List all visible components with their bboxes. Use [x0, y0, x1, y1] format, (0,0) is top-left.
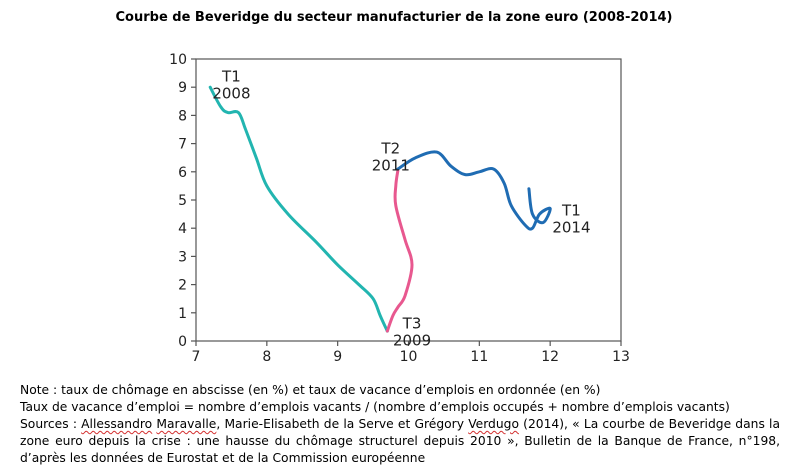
note-axes: Note : taux de chômage en abscisse (en %… [20, 383, 601, 397]
y-tick-label: 2 [178, 278, 187, 294]
y-tick-label: 10 [169, 52, 187, 68]
x-tick-label: 10 [400, 349, 418, 365]
y-tick-label: 9 [178, 80, 187, 96]
annotation-quarter: T1 [561, 202, 581, 220]
annotation-quarter: T2 [380, 139, 400, 157]
author-last-name-2: Verdugo [468, 417, 519, 431]
note-sources: Sources : Allessandro Maravalle, Marie-E… [20, 416, 780, 467]
chart-notes: Note : taux de chômage en abscisse (en %… [20, 382, 780, 467]
x-tick-label: 9 [333, 349, 342, 365]
y-tick-label: 3 [178, 249, 187, 265]
annotation-year: 2011 [372, 156, 410, 174]
annotation-label: T3 2009 [393, 314, 431, 349]
author-last-name: Maravalle [156, 417, 217, 431]
annotation-label: T2 2011 [372, 139, 410, 174]
annotation-quarter: T1 [221, 68, 241, 86]
sources-prefix: Sources : [20, 417, 82, 431]
annotation-year: 2008 [212, 85, 250, 103]
sources-text: (2014), « La courbe de Beveridge dans la… [20, 417, 780, 465]
y-tick-label: 5 [178, 193, 187, 209]
y-tick-label: 4 [178, 221, 187, 237]
x-tick-label: 7 [192, 349, 201, 365]
x-tick-label: 13 [612, 349, 630, 365]
annotation-label: T1 2008 [212, 68, 250, 103]
annotation-year: 2014 [552, 219, 590, 237]
annotation-quarter: T3 [402, 314, 422, 332]
series-line-2 [385, 168, 414, 333]
y-tick-label: 0 [178, 334, 187, 350]
series-line-3 [396, 150, 552, 231]
annotation-label: T1 2014 [552, 202, 590, 237]
y-tick-label: 1 [178, 306, 187, 322]
x-tick-label: 12 [541, 349, 559, 365]
y-tick-label: 7 [178, 137, 187, 153]
chart-title: Courbe de Beveridge du secteur manufactu… [115, 10, 673, 25]
note-definition: Taux de vacance d’emploi = nombre d’empl… [20, 400, 730, 414]
x-tick-label: 8 [262, 349, 271, 365]
author-first-name: Allessandro [81, 417, 153, 431]
annotation-year: 2009 [393, 331, 431, 349]
plot-frame [195, 58, 622, 342]
x-tick-label: 11 [470, 349, 488, 365]
chart-series [208, 85, 552, 333]
sources-authors: , Marie-Elisabeth de la Serve et Grégory [216, 417, 469, 431]
series-line-1 [208, 85, 389, 333]
y-tick-label: 8 [178, 108, 187, 124]
y-tick-label: 6 [178, 165, 187, 181]
